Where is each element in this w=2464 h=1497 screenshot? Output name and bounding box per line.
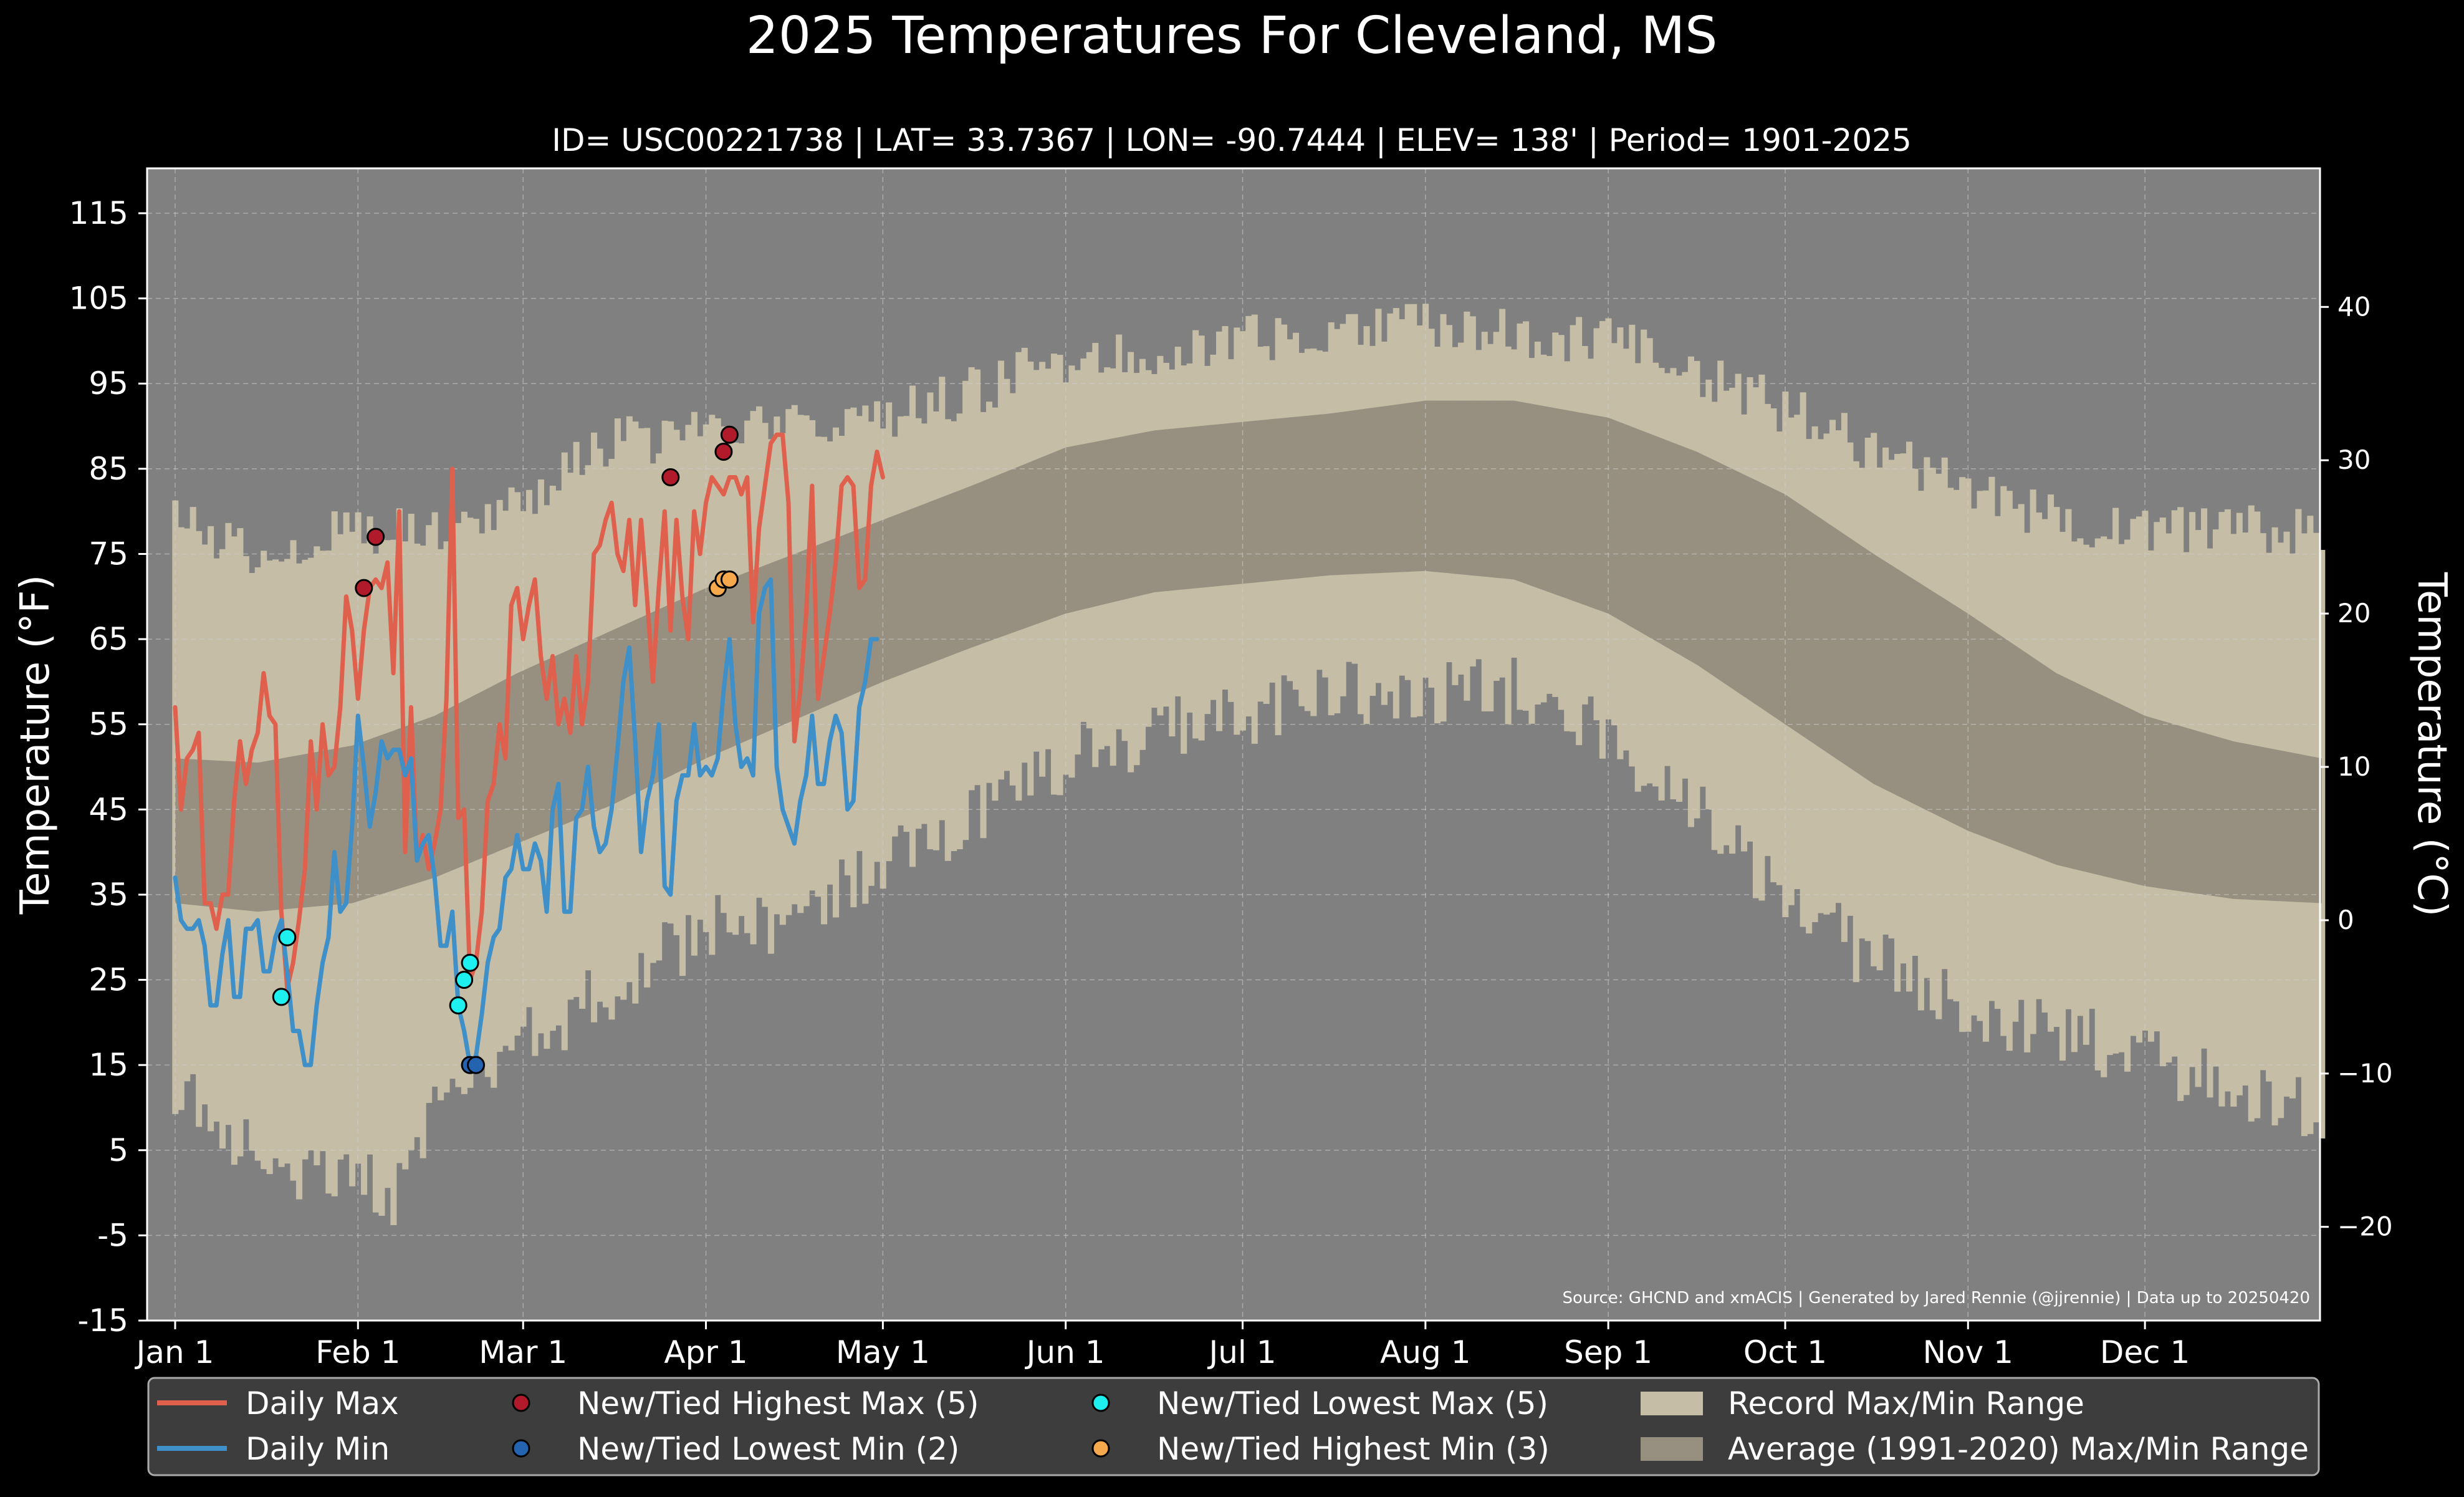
y-tick-label-left: -15 bbox=[77, 1302, 128, 1339]
legend-lowest-max-marker bbox=[1091, 1394, 1110, 1412]
y-tick-label-left: 95 bbox=[89, 365, 128, 402]
y-axis-left-label: Temperature (°F) bbox=[12, 575, 59, 915]
record-markers bbox=[272, 425, 739, 1074]
legend-average-range-swatch bbox=[1641, 1437, 1703, 1461]
y-tick-label-right: −20 bbox=[2337, 1211, 2393, 1242]
highest-max-marker bbox=[720, 425, 739, 444]
legend-daily-max-label: Daily Max bbox=[246, 1385, 399, 1422]
y-axis-right-label: Temperature (°C) bbox=[2409, 572, 2455, 917]
lowest-max-marker bbox=[278, 928, 297, 946]
y-tick-label-right: 10 bbox=[2337, 751, 2371, 782]
y-tick-label-left: 15 bbox=[89, 1047, 128, 1083]
legend-highest-max-marker bbox=[512, 1394, 530, 1412]
y-axis-left: -15 -5 5 15 25 35 45 55 65 75 85 95 105 115 bbox=[69, 195, 147, 1339]
lowest-max-marker bbox=[461, 953, 479, 972]
x-tick-label: Nov 1 bbox=[1923, 1334, 2013, 1370]
y-tick-label-left: 25 bbox=[89, 962, 128, 998]
highest-max-marker bbox=[714, 443, 733, 461]
y-axis-right: −20 −10 0 10 20 30 40 bbox=[2320, 291, 2393, 1242]
legend-lowest-min-label: New/Tied Lowest Min (2) bbox=[577, 1431, 959, 1467]
legend-record-range-label: Record Max/Min Range bbox=[1728, 1385, 2084, 1422]
legend: Daily Max Daily Min New/Tied Highest Max… bbox=[147, 1377, 2320, 1476]
lowest-max-marker bbox=[449, 996, 467, 1015]
x-tick-label: Mar 1 bbox=[479, 1334, 567, 1370]
y-tick-label-right: 0 bbox=[2337, 905, 2354, 935]
y-tick-label-left: 45 bbox=[89, 791, 128, 827]
y-tick-label-right: 20 bbox=[2337, 598, 2371, 628]
x-tick-label: Jun 1 bbox=[1025, 1334, 1105, 1370]
y-tick-label-left: 55 bbox=[89, 706, 128, 743]
y-tick-label-left: 35 bbox=[89, 877, 128, 913]
legend-box bbox=[147, 1377, 2320, 1476]
x-tick-label: Jul 1 bbox=[1207, 1334, 1277, 1370]
y-tick-label-left: 85 bbox=[89, 451, 128, 487]
legend-average-range-label: Average (1991-2020) Max/Min Range bbox=[1728, 1431, 2309, 1467]
legend-record-range-swatch bbox=[1641, 1392, 1703, 1415]
highest-max-marker bbox=[367, 527, 385, 546]
y-tick-label-right: 40 bbox=[2337, 291, 2371, 322]
x-tick-label: Apr 1 bbox=[664, 1334, 747, 1370]
daily-max-line bbox=[173, 432, 885, 991]
x-axis: Jan 1 Feb 1 Mar 1 Apr 1 May 1 Jun 1 Jul 1 Aug 1… bbox=[135, 1321, 2190, 1370]
lowest-max-marker bbox=[455, 971, 474, 989]
chart-title: 2025 Temperatures For Cleveland, MS bbox=[746, 6, 1718, 65]
series-lines bbox=[173, 432, 885, 1067]
plot-frame bbox=[146, 167, 2321, 1322]
x-tick-label: May 1 bbox=[836, 1334, 930, 1370]
highest-min-marker bbox=[720, 570, 739, 589]
y-tick-label-left: 5 bbox=[108, 1132, 128, 1168]
legend-highest-min-marker bbox=[1091, 1439, 1110, 1458]
y-tick-label-left: 75 bbox=[89, 536, 128, 572]
legend-highest-max-label: New/Tied Highest Max (5) bbox=[577, 1385, 979, 1422]
plot-area: Source: GHCND and xmACIS | Generated by … bbox=[146, 167, 2326, 1322]
x-tick-label: Jan 1 bbox=[135, 1334, 214, 1370]
chart-subtitle: ID= USC00221738 | LAT= 33.7367 | LON= -9… bbox=[552, 122, 1912, 158]
x-tick-label: Sep 1 bbox=[1564, 1334, 1652, 1370]
grid-lines bbox=[147, 168, 2320, 1321]
x-tick-label: Oct 1 bbox=[1743, 1334, 1827, 1370]
daily-min-line bbox=[173, 577, 880, 1067]
y-tick-label-left: 65 bbox=[89, 621, 128, 657]
x-tick-label: Feb 1 bbox=[315, 1334, 400, 1370]
y-tick-label-left: -5 bbox=[97, 1217, 128, 1253]
legend-lowest-min-marker bbox=[512, 1439, 530, 1458]
record-range-bar bbox=[2319, 549, 2326, 1138]
y-tick-label-right: 30 bbox=[2337, 445, 2371, 475]
source-note: Source: GHCND and xmACIS | Generated by … bbox=[1562, 1289, 2310, 1307]
y-tick-label-left: 115 bbox=[69, 195, 128, 231]
highest-max-marker bbox=[661, 468, 680, 487]
legend-daily-min-label: Daily Min bbox=[246, 1431, 390, 1467]
lowest-max-marker bbox=[272, 988, 290, 1006]
highest-max-marker bbox=[355, 579, 373, 597]
y-tick-label-left: 105 bbox=[69, 281, 128, 317]
lowest-min-marker bbox=[467, 1056, 486, 1074]
legend-lowest-max-label: New/Tied Lowest Max (5) bbox=[1157, 1385, 1548, 1422]
x-tick-label: Dec 1 bbox=[2100, 1334, 2190, 1370]
legend-highest-min-label: New/Tied Highest Min (3) bbox=[1157, 1431, 1550, 1467]
y-tick-label-right: −10 bbox=[2337, 1058, 2393, 1089]
x-tick-label: Aug 1 bbox=[1380, 1334, 1470, 1370]
